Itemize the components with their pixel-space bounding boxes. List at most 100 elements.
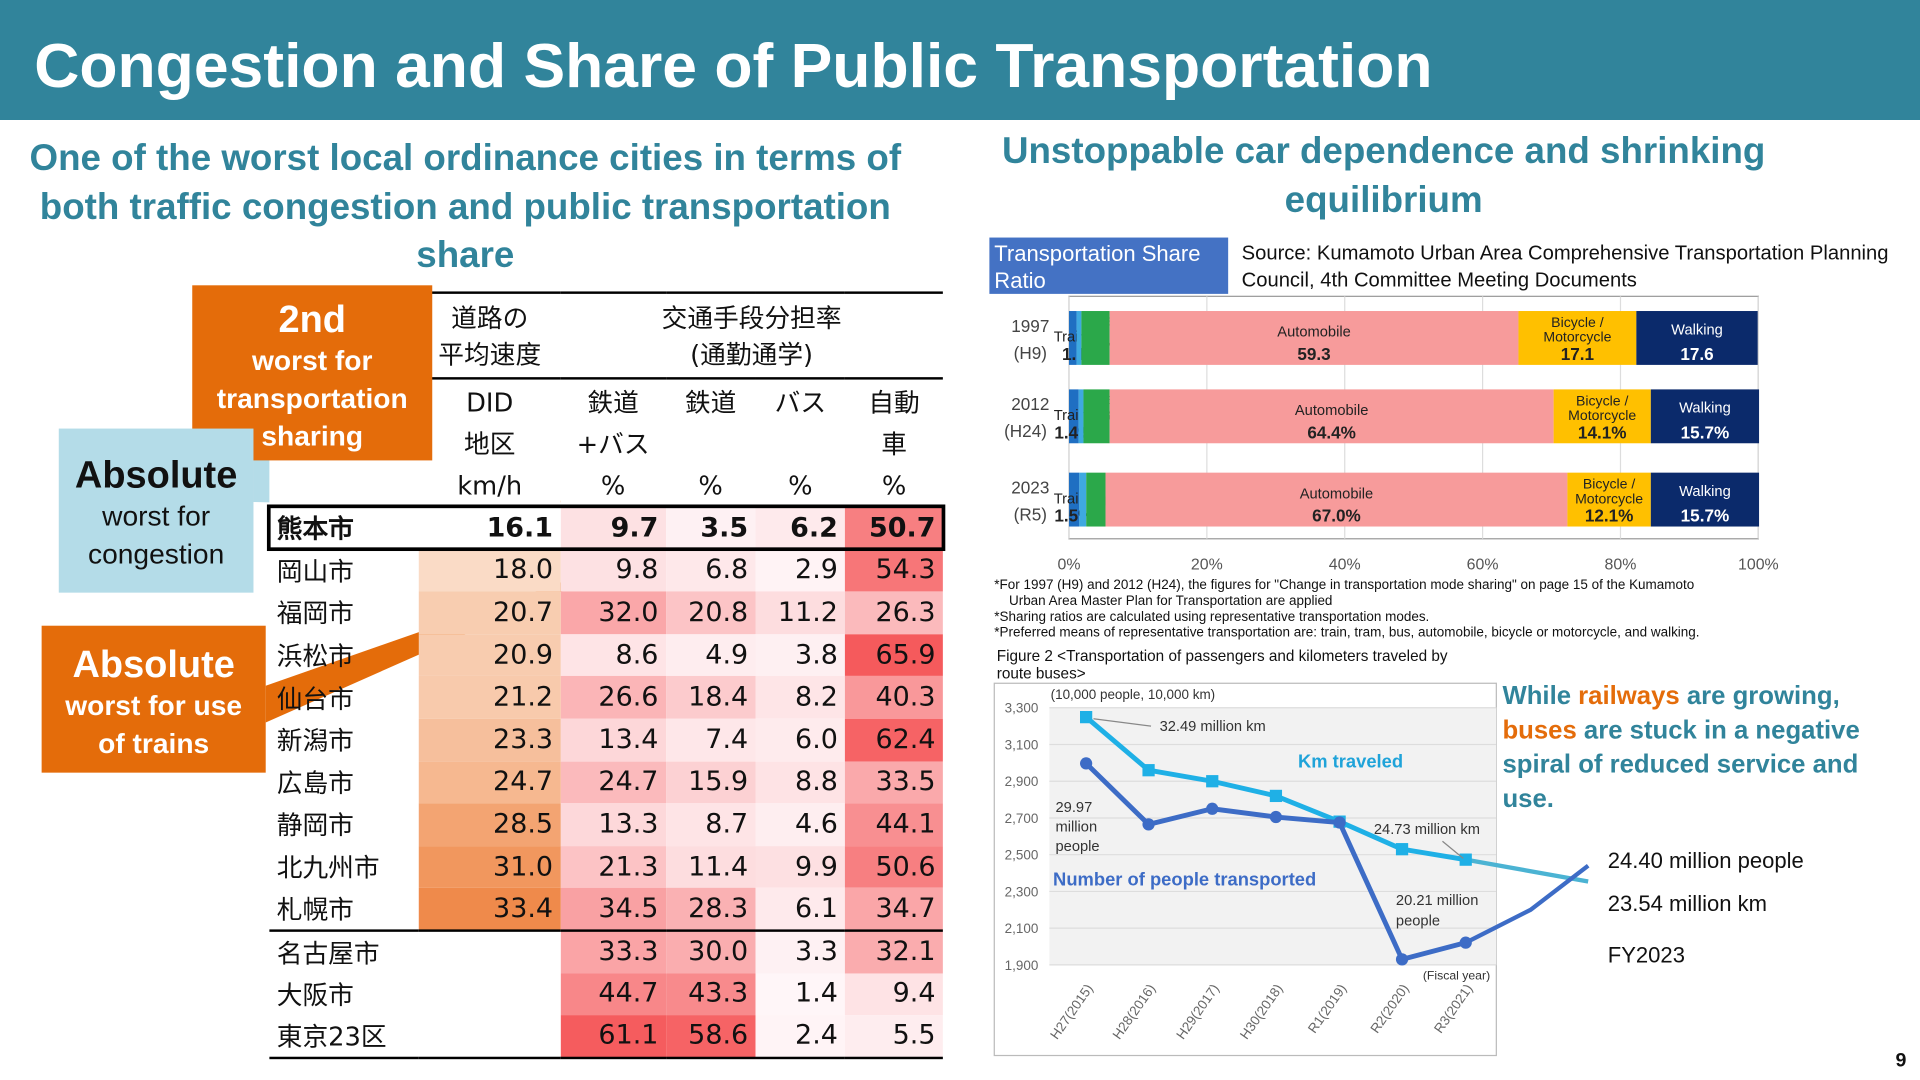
segment-name: Automobile bbox=[1300, 486, 1373, 502]
callout-big: Absolute bbox=[72, 642, 235, 686]
table-cell: 6.0 bbox=[755, 718, 846, 762]
table-cell: 4.9 bbox=[665, 634, 756, 677]
table-cell: 34.7 bbox=[845, 888, 943, 931]
table-cell: 54.3 bbox=[845, 549, 943, 592]
slide-title: Congestion and Share of Public Transport… bbox=[34, 30, 1433, 101]
share-notes: *For 1997 (H9) and 2012 (H24), the figur… bbox=[994, 578, 1699, 642]
annotation: 24.73 million km bbox=[1374, 822, 1480, 838]
data-point bbox=[1080, 711, 1093, 724]
callout-big: Absolute bbox=[74, 453, 238, 496]
bar-segment-bicycle-motorcycle bbox=[1553, 389, 1651, 444]
segment-value: 67.0% bbox=[1312, 506, 1361, 526]
data-point bbox=[1395, 953, 1409, 966]
segment-value: 64.4% bbox=[1307, 422, 1356, 442]
bar-segment-walking bbox=[1650, 389, 1760, 444]
leader-line bbox=[1093, 718, 1152, 727]
table-cell: 2.4 bbox=[755, 1015, 846, 1058]
leader-line bbox=[1442, 840, 1464, 859]
bar-segment-automobile bbox=[1109, 389, 1554, 444]
table-cell: 21.2 bbox=[419, 676, 561, 719]
right-subtitle: Unstoppable car dependence and shrinking… bbox=[1001, 131, 1766, 220]
era-label: (H24) bbox=[1004, 421, 1047, 441]
segment-name: Automobile bbox=[1295, 403, 1368, 419]
table-cell: 6.8 bbox=[665, 549, 756, 592]
bar-segment-bicycle-motorcycle bbox=[1518, 311, 1637, 365]
y-tick: 2,500 bbox=[1005, 848, 1039, 863]
table-cell: 8.7 bbox=[665, 803, 756, 846]
table-cell: 2.9 bbox=[755, 549, 846, 592]
table-cell: 44.7 bbox=[560, 972, 666, 1016]
bar-segment-train bbox=[1068, 311, 1077, 365]
fy-km: 23.54 million km bbox=[1607, 891, 1768, 916]
bar-segment-automobile bbox=[1109, 311, 1519, 365]
table-cell: 9.7 bbox=[560, 506, 666, 550]
table-cell: 11.2 bbox=[755, 591, 846, 635]
column-header: DID 地区 km/h bbox=[419, 378, 561, 507]
bar-segment-automobile bbox=[1105, 472, 1568, 527]
segment-name: Motorcycle bbox=[1575, 490, 1643, 506]
title-bar: Congestion and Share of Public Transport… bbox=[0, 0, 1920, 121]
city-name: 東京23区 bbox=[276, 1022, 387, 1052]
table-cell: 13.4 bbox=[560, 718, 666, 762]
bar-segment-walking bbox=[1636, 311, 1758, 365]
table-cell: 30.0 bbox=[665, 930, 756, 973]
city-name: 大阪市 bbox=[276, 980, 354, 1010]
table-cell: 1.4 bbox=[755, 972, 846, 1016]
table-cell: 32.1 bbox=[845, 930, 943, 973]
table-cell: 20.8 bbox=[665, 591, 756, 635]
table-cell: 18.4 bbox=[665, 676, 756, 719]
callout-big: 2nd bbox=[278, 297, 346, 341]
table-cell: 7.4 bbox=[665, 718, 756, 762]
table-cell: 6.2 bbox=[755, 506, 846, 550]
y-tick: 2,300 bbox=[1005, 884, 1039, 899]
column-header: 鉄道 % bbox=[665, 378, 756, 507]
bar-segment-bus bbox=[1086, 472, 1106, 527]
city-name: 北九州市 bbox=[276, 853, 380, 883]
data-point bbox=[1269, 789, 1283, 803]
left-subtitle: One of the worst local ordinance cities … bbox=[29, 138, 902, 276]
annotation: people bbox=[1396, 914, 1440, 930]
city-name: 名古屋市 bbox=[276, 938, 380, 969]
x-tick: 40% bbox=[1329, 556, 1361, 573]
table-cell: 24.7 bbox=[419, 761, 561, 804]
segment-name: Motorcycle bbox=[1543, 329, 1611, 345]
table-cell: 28.3 bbox=[665, 888, 756, 931]
msg-text: are growing, bbox=[1679, 682, 1840, 711]
segment-value: 14.1% bbox=[1578, 422, 1627, 442]
x-tick: 0% bbox=[1057, 556, 1080, 573]
table-cell: 28.5 bbox=[419, 803, 561, 846]
table-cell: 50.7 bbox=[845, 506, 943, 550]
bar-segment-bus bbox=[1083, 389, 1110, 444]
data-point bbox=[1142, 818, 1155, 831]
msg-railways: railways bbox=[1578, 682, 1680, 711]
bar-segment-tram bbox=[1076, 311, 1082, 365]
segment-value: 12.1% bbox=[1585, 506, 1634, 526]
table-cell: 8.8 bbox=[755, 761, 846, 804]
segment-name: Walking bbox=[1679, 401, 1731, 417]
callout-small: worst for transportation sharing bbox=[216, 344, 408, 452]
y-tick: 2,700 bbox=[1005, 811, 1039, 826]
segment-value: 15.7% bbox=[1681, 422, 1730, 442]
bus-line-chart: 3,300 3,100 2,900 2,700 2,500 2,300 2,100 1,900… bbox=[993, 682, 1590, 1057]
bar-segment-train bbox=[1068, 472, 1080, 527]
table-cell: 40.3 bbox=[845, 676, 943, 719]
data-point bbox=[1142, 764, 1155, 777]
bar-segment-walking bbox=[1650, 472, 1760, 527]
table-cell bbox=[419, 930, 561, 973]
header-share: 交通手段分担率 (通勤通学) bbox=[560, 292, 943, 379]
table-cell: 3.8 bbox=[755, 634, 846, 677]
share-badge: Transportation Share Ratio bbox=[989, 237, 1229, 294]
segment-value: 15.7% bbox=[1681, 506, 1730, 526]
column-header: 自動車% bbox=[845, 378, 943, 507]
data-point bbox=[1206, 802, 1219, 815]
share-bar-chart: 0%20%40%60%80%100%1997(H9)Train1.1Tram0.… bbox=[1004, 295, 1779, 573]
bar-segment-tram bbox=[1079, 472, 1087, 527]
year-label: 1997 bbox=[1011, 316, 1049, 336]
segment-name: Train bbox=[1054, 491, 1087, 507]
table-cell: 18.0 bbox=[419, 549, 561, 592]
callout-small: worst for congestion bbox=[88, 499, 225, 570]
era-label: (H9) bbox=[1014, 343, 1047, 363]
table-cell: 5.5 bbox=[845, 1015, 943, 1058]
table-cell: 61.1 bbox=[560, 1015, 666, 1058]
segment-name: Automobile bbox=[1277, 325, 1350, 341]
